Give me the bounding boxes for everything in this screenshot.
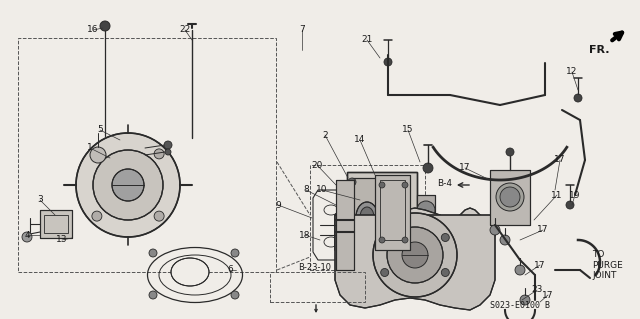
Text: 1: 1: [87, 144, 93, 152]
Circle shape: [402, 237, 408, 243]
Circle shape: [566, 201, 574, 209]
Bar: [347, 172, 417, 262]
Circle shape: [520, 295, 530, 305]
Ellipse shape: [356, 202, 378, 232]
Bar: [270, 272, 365, 302]
Circle shape: [164, 141, 172, 149]
Circle shape: [112, 169, 144, 201]
Bar: [18, 38, 276, 272]
Circle shape: [100, 21, 110, 31]
Circle shape: [381, 269, 388, 277]
Circle shape: [500, 187, 520, 207]
Circle shape: [496, 183, 524, 211]
Bar: [336, 180, 354, 270]
Text: B-4: B-4: [438, 179, 452, 188]
Circle shape: [402, 182, 408, 188]
Circle shape: [90, 147, 106, 163]
Polygon shape: [335, 208, 495, 273]
Circle shape: [379, 182, 385, 188]
Text: 20: 20: [311, 160, 323, 169]
Text: 17: 17: [542, 291, 554, 300]
Text: 3: 3: [37, 196, 43, 204]
Bar: [375, 175, 410, 250]
Circle shape: [417, 201, 435, 219]
Text: 6: 6: [227, 265, 233, 275]
Bar: [490, 170, 530, 225]
Text: 17: 17: [534, 261, 546, 270]
Bar: [40, 210, 72, 238]
Circle shape: [231, 249, 239, 257]
Bar: [352, 178, 382, 256]
Circle shape: [373, 213, 457, 297]
Text: 22: 22: [179, 26, 191, 34]
Circle shape: [231, 291, 239, 299]
Circle shape: [490, 225, 500, 235]
Bar: [347, 172, 417, 262]
Bar: [417, 195, 435, 225]
Text: 10: 10: [316, 186, 328, 195]
Text: 18: 18: [300, 231, 311, 240]
Polygon shape: [335, 215, 495, 310]
Circle shape: [442, 269, 449, 277]
Text: S023-E0100 B: S023-E0100 B: [490, 300, 550, 309]
Circle shape: [384, 58, 392, 66]
Text: 4: 4: [24, 231, 30, 240]
Text: 12: 12: [566, 68, 578, 77]
Text: 13: 13: [56, 235, 68, 244]
Bar: [44, 215, 68, 233]
Text: 15: 15: [403, 125, 413, 135]
Circle shape: [154, 211, 164, 221]
Circle shape: [500, 235, 510, 245]
Circle shape: [149, 291, 157, 299]
Bar: [380, 180, 405, 240]
Circle shape: [76, 133, 180, 237]
Circle shape: [92, 149, 102, 159]
Text: B-23-10: B-23-10: [298, 263, 332, 272]
Circle shape: [381, 234, 388, 241]
Text: 16: 16: [87, 26, 99, 34]
Circle shape: [378, 241, 386, 249]
Bar: [40, 210, 72, 238]
Bar: [490, 170, 530, 225]
Circle shape: [348, 241, 356, 249]
Circle shape: [93, 150, 163, 220]
Circle shape: [387, 227, 443, 283]
Bar: [352, 178, 382, 256]
Circle shape: [442, 234, 449, 241]
Circle shape: [379, 237, 385, 243]
Text: 17: 17: [537, 226, 548, 234]
Text: 9: 9: [275, 201, 281, 210]
Text: 23: 23: [531, 286, 543, 294]
Text: TO
PURGE
JOINT: TO PURGE JOINT: [592, 250, 623, 280]
Circle shape: [515, 265, 525, 275]
Circle shape: [423, 163, 433, 173]
Circle shape: [348, 178, 356, 186]
Text: 17: 17: [460, 164, 471, 173]
Circle shape: [92, 211, 102, 221]
Circle shape: [574, 94, 582, 102]
Bar: [336, 180, 354, 270]
Bar: [417, 195, 435, 225]
Ellipse shape: [171, 258, 209, 286]
Text: 8: 8: [303, 186, 309, 195]
Text: 7: 7: [299, 26, 305, 34]
Text: 2: 2: [322, 130, 328, 139]
Circle shape: [22, 232, 32, 242]
Text: 19: 19: [569, 190, 580, 199]
Circle shape: [506, 148, 514, 156]
Ellipse shape: [360, 207, 374, 227]
Text: FR.: FR.: [589, 45, 610, 55]
Text: 17: 17: [554, 155, 566, 165]
Text: 5: 5: [97, 125, 103, 135]
Text: 14: 14: [355, 136, 365, 145]
Circle shape: [154, 149, 164, 159]
Circle shape: [402, 242, 428, 268]
Circle shape: [378, 178, 386, 186]
Circle shape: [149, 249, 157, 257]
Bar: [310, 165, 425, 270]
Text: 11: 11: [551, 190, 563, 199]
Bar: [375, 175, 410, 250]
Circle shape: [165, 149, 171, 155]
Text: 21: 21: [362, 35, 372, 44]
